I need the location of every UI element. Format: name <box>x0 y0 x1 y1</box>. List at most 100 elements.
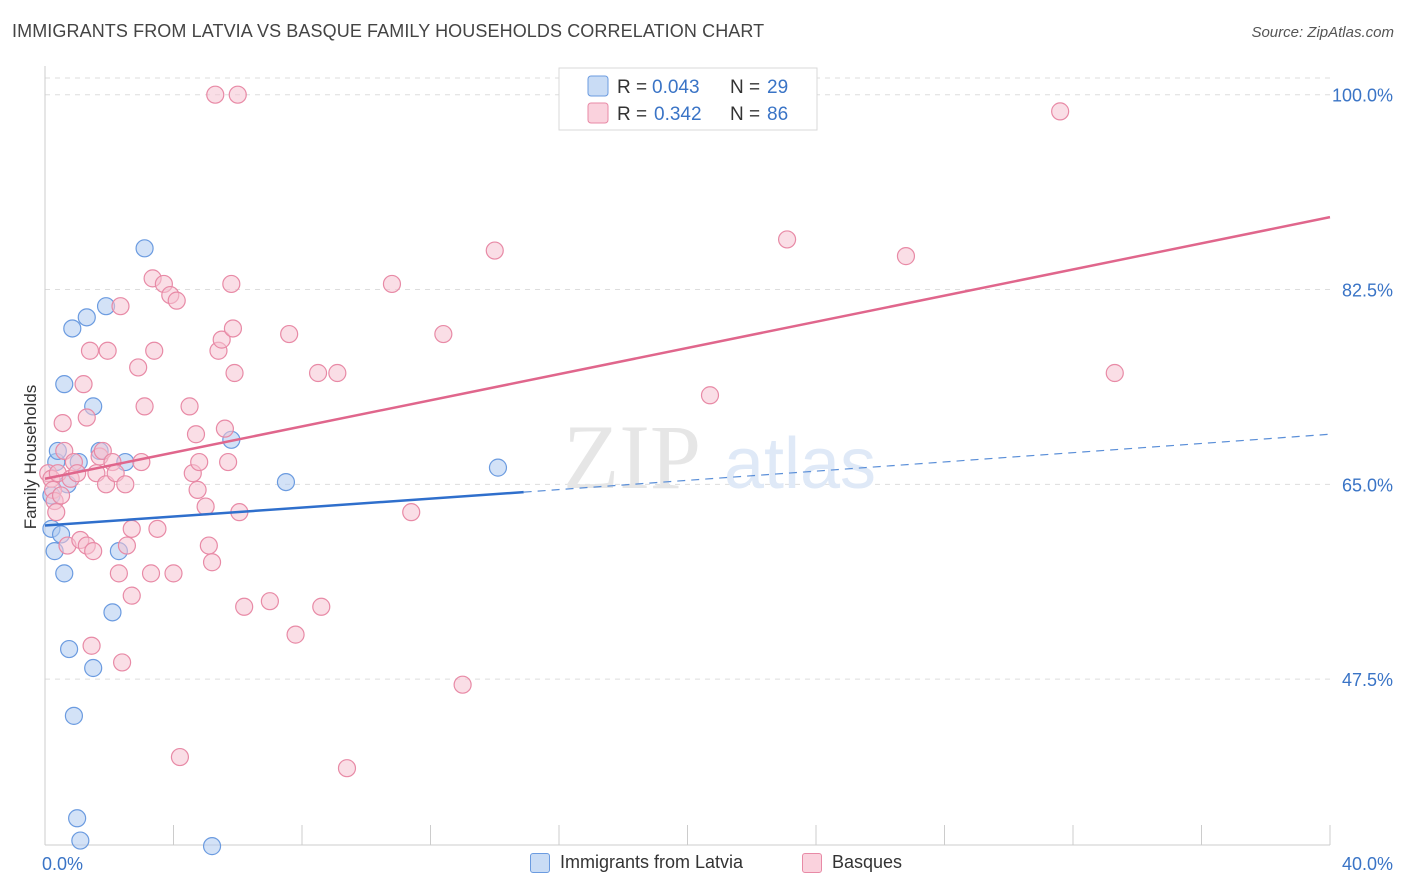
latvia-point <box>135 239 154 258</box>
basques-point <box>109 564 128 583</box>
basques-point <box>228 85 247 104</box>
basques-point <box>170 747 190 767</box>
basques-point <box>235 597 254 616</box>
y-tick-label: 47.5% <box>1342 670 1393 690</box>
basques-point <box>1105 363 1124 383</box>
basques-point <box>53 413 72 433</box>
latvia-point <box>84 658 103 678</box>
basques-point <box>132 452 151 472</box>
basques-point <box>328 363 347 383</box>
trend-line-latvia <box>44 490 524 527</box>
basques-point <box>402 503 421 522</box>
trend-line-basques <box>44 215 1331 480</box>
basques-point <box>485 241 504 260</box>
basques-point <box>1051 102 1070 121</box>
basques-point <box>286 625 305 644</box>
y-tick-label: 65.0% <box>1342 475 1393 495</box>
latvia-point <box>71 831 90 850</box>
basques-point <box>700 386 720 405</box>
chart-title: IMMIGRANTS FROM LATVIA VS BASQUE FAMILY … <box>12 21 765 41</box>
basques-point <box>206 85 225 104</box>
legend-n-value-latvia: 29 <box>767 77 788 98</box>
basques-point <box>337 759 357 778</box>
basques-point <box>116 475 135 494</box>
basques-point <box>212 330 231 349</box>
latvia-point <box>55 564 74 583</box>
legend-r-label-basques: R = <box>617 104 647 125</box>
legend-item-latvia: Immigrants from Latvia <box>530 852 743 873</box>
latvia-point <box>63 319 82 338</box>
basques-point <box>122 586 141 605</box>
axes <box>44 66 1331 846</box>
basques-point <box>82 636 101 655</box>
basques-point <box>260 592 279 611</box>
basques-point <box>215 419 234 438</box>
basques-point <box>51 486 71 505</box>
watermark: ZIP atlas <box>563 406 876 508</box>
basques-point <box>84 542 103 561</box>
basques-point <box>145 341 164 360</box>
basques-point <box>219 452 238 472</box>
latvia-point <box>64 706 84 725</box>
basques-point <box>186 425 206 444</box>
trend-lines <box>44 215 1331 527</box>
data-points <box>39 85 1124 856</box>
y-tick-label: 100.0% <box>1332 86 1393 106</box>
latvia-point <box>103 603 122 622</box>
basques-point <box>225 363 244 383</box>
legend-item-basques: Basques <box>802 852 902 873</box>
legend-label-basques: Basques <box>832 852 903 872</box>
legend-r-label-latvia: R = <box>617 77 647 98</box>
latvia-point <box>202 837 222 856</box>
basques-point <box>434 324 453 344</box>
trend-line-latvia-extension <box>523 433 1331 493</box>
basques-point <box>77 408 96 427</box>
basques-point <box>199 536 218 555</box>
legend-n-label-latvia: N = <box>730 77 760 98</box>
legend-box: R = 0.043 N = 29 R = 0.342 N = 86 <box>558 67 818 131</box>
basques-point <box>453 675 472 694</box>
series-basques-points <box>39 85 1124 778</box>
legend-label-latvia: Immigrants from Latvia <box>560 852 744 872</box>
x-tick-label: 40.0% <box>1342 854 1393 874</box>
basques-point <box>74 375 93 394</box>
basques-point <box>135 397 154 416</box>
tick-labels: 100.0% 82.5% 65.0% 47.5% 0.0% 40.0% <box>42 86 1393 874</box>
basques-point <box>312 597 331 616</box>
latvia-point <box>59 639 79 659</box>
legend-swatch-basques-bottom <box>802 852 822 873</box>
basques-point <box>80 341 100 360</box>
basques-point <box>47 503 66 522</box>
basques-point <box>222 274 241 294</box>
legend-swatch-basques <box>587 102 609 124</box>
basques-point <box>112 653 132 672</box>
basques-point <box>308 363 328 383</box>
latvia-point <box>77 308 96 327</box>
basques-point <box>202 553 222 572</box>
legend-r-value-latvia: 0.043 <box>652 77 700 98</box>
basques-point <box>122 519 141 538</box>
legend-swatch-latvia <box>587 75 609 97</box>
basques-point <box>777 230 797 249</box>
basques-point <box>98 341 117 360</box>
legend-swatch-latvia-bottom <box>530 852 550 873</box>
x-tick-label: 0.0% <box>42 854 83 874</box>
basques-point <box>148 519 167 538</box>
basques-point <box>280 324 299 344</box>
legend-n-label-basques: N = <box>730 104 760 125</box>
basques-point <box>141 564 161 583</box>
basques-point <box>223 319 243 338</box>
y-tick-label: 82.5% <box>1342 281 1393 301</box>
latvia-point <box>488 458 508 477</box>
basques-point <box>382 274 402 294</box>
basques-point <box>896 247 916 266</box>
latvia-point <box>55 375 74 394</box>
latvia-point <box>276 472 296 492</box>
legend-n-value-basques: 86 <box>767 104 788 125</box>
legend-r-value-basques: 0.342 <box>654 104 702 125</box>
basques-point <box>167 291 186 310</box>
basques-point <box>180 397 199 416</box>
basques-point <box>111 297 130 316</box>
basques-point <box>129 358 148 377</box>
